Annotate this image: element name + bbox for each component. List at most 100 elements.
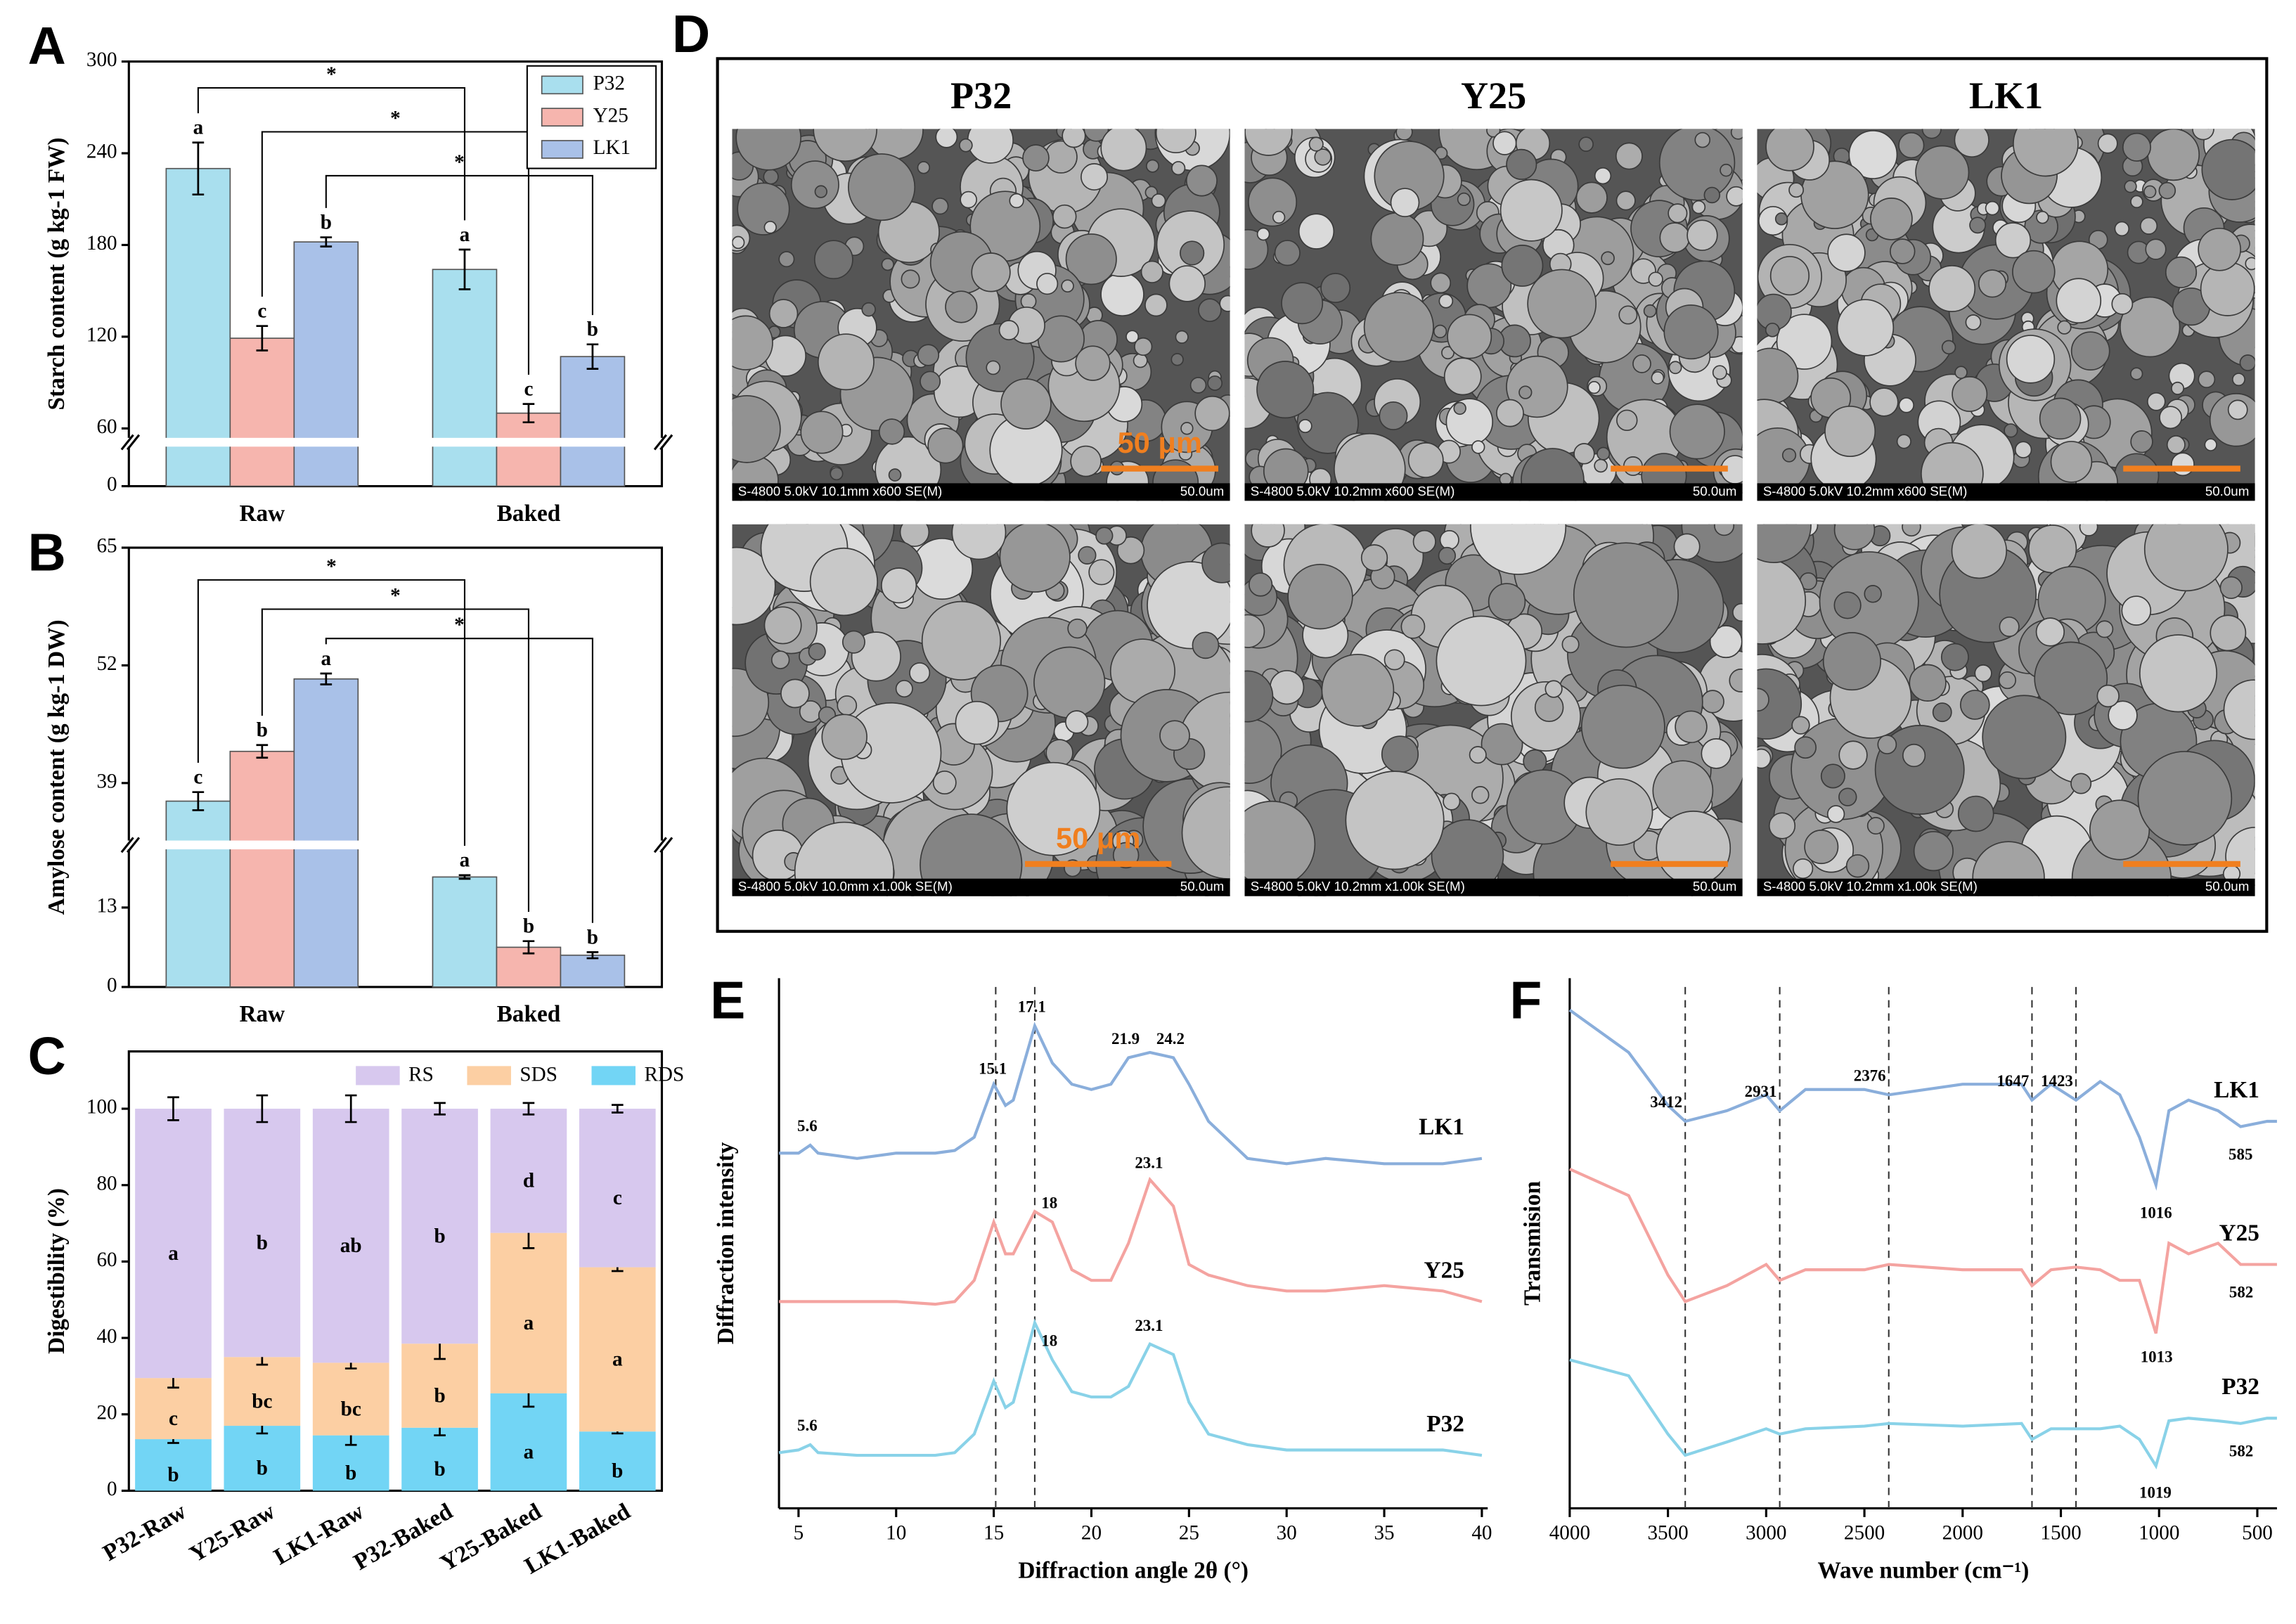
granule (1492, 131, 1517, 155)
granule (1709, 625, 1743, 659)
granule (1957, 795, 1994, 832)
granule (1757, 688, 1769, 712)
error-bar (167, 1096, 179, 1121)
error-bar (434, 1102, 446, 1116)
granule (1729, 669, 1743, 692)
panel-label: E (710, 971, 745, 1030)
granule (2171, 452, 2195, 477)
x-tick-label: P32-Raw (98, 1498, 191, 1566)
granule (2012, 250, 2056, 294)
granule (2039, 397, 2082, 440)
significance-star: * (390, 585, 401, 607)
break-mark (126, 434, 141, 451)
granule (1506, 148, 1537, 180)
granule (1597, 446, 1611, 460)
granule (1656, 811, 1731, 886)
legend-label: LK1 (593, 136, 631, 159)
granule (2166, 435, 2186, 455)
bar (229, 337, 295, 487)
significance-letter: a (524, 1312, 534, 1334)
peak-label: 23.1 (1135, 1154, 1163, 1171)
bar (432, 876, 498, 988)
granule (770, 650, 790, 669)
series-label: LK1 (2214, 1077, 2259, 1103)
sem-image: S-4800 5.0kV 10.0mm x1.00k SE(M) 50.0um 50… (732, 524, 1230, 896)
series-label: P32 (1426, 1411, 1464, 1437)
granule (817, 333, 875, 391)
y-tick-label: 0 (107, 974, 117, 997)
granule (2057, 320, 2072, 335)
x-tick-label: 15 (983, 1522, 1004, 1545)
granule (1100, 272, 1144, 316)
error-bar (522, 940, 535, 955)
granule (1585, 778, 1653, 846)
significance-letter: d (523, 1170, 534, 1192)
granule (1824, 406, 1876, 458)
granule (1065, 710, 1089, 734)
granule (1171, 161, 1186, 176)
granule (1714, 524, 1735, 536)
series-label: Y25 (1424, 1257, 1464, 1283)
granule (794, 821, 894, 896)
granule (1022, 144, 1050, 172)
panel-label: C (28, 1026, 66, 1085)
x-tick-label: 2000 (1942, 1522, 1983, 1545)
x-tick-label: 500 (2242, 1522, 2273, 1545)
panel-label: F (1509, 971, 1542, 1030)
peak-label: 585 (2229, 1145, 2252, 1163)
sem-image: S-4800 5.0kV 10.2mm x1.00k SE(M) 50.0um (1757, 524, 2255, 896)
bar (560, 356, 626, 487)
significance-letter: a (460, 849, 470, 872)
y-tick-label: 65 (96, 535, 117, 558)
granule (809, 547, 878, 617)
granule (1769, 256, 1810, 296)
granule (2122, 132, 2151, 162)
series-line (779, 1176, 1483, 1306)
granule (2050, 441, 2093, 483)
granule (1308, 136, 1324, 152)
granule (1652, 760, 1714, 822)
x-tick-label: 20 (1081, 1522, 1102, 1545)
granule (1298, 213, 1335, 250)
granule (2143, 185, 2157, 198)
bar-segment (312, 1109, 389, 1363)
image-scale: 50.0um (2205, 484, 2250, 498)
significance-letter: a (321, 647, 332, 670)
granule (1768, 812, 1796, 839)
granule (1921, 129, 1942, 139)
granule (945, 290, 978, 323)
granule (1281, 282, 1324, 325)
granule (1874, 725, 1965, 815)
peak-label: 582 (2229, 1283, 2253, 1301)
granule (1133, 353, 1148, 368)
granule (1070, 445, 1102, 477)
granule (1134, 337, 1153, 356)
granule (2139, 634, 2218, 713)
peak-label: 1423 (2041, 1072, 2073, 1090)
granule (768, 299, 799, 328)
significance-star: * (390, 108, 401, 130)
significance-letter: b (321, 212, 332, 234)
granule (1898, 131, 1925, 159)
bar (496, 412, 562, 487)
significance-letter: a (460, 224, 470, 246)
granule (1155, 129, 1197, 154)
granule (1363, 292, 1434, 363)
granule (732, 395, 781, 463)
granule (1776, 314, 1833, 370)
granule (1360, 544, 1388, 572)
granule (1321, 653, 1395, 727)
significance-letter: b (587, 926, 598, 948)
bar-segment (579, 1267, 656, 1432)
granule (1381, 735, 1419, 773)
granule (1974, 664, 1992, 683)
significance-letter: b (587, 318, 598, 341)
series-line (778, 1318, 1483, 1457)
granule (2223, 679, 2255, 740)
granule (1006, 761, 1101, 856)
image-scale: 50.0um (1180, 879, 1225, 894)
granule (1170, 353, 1184, 366)
granule (1314, 148, 1331, 166)
peak-label: 5.6 (797, 1417, 818, 1434)
granule (1951, 524, 2007, 579)
